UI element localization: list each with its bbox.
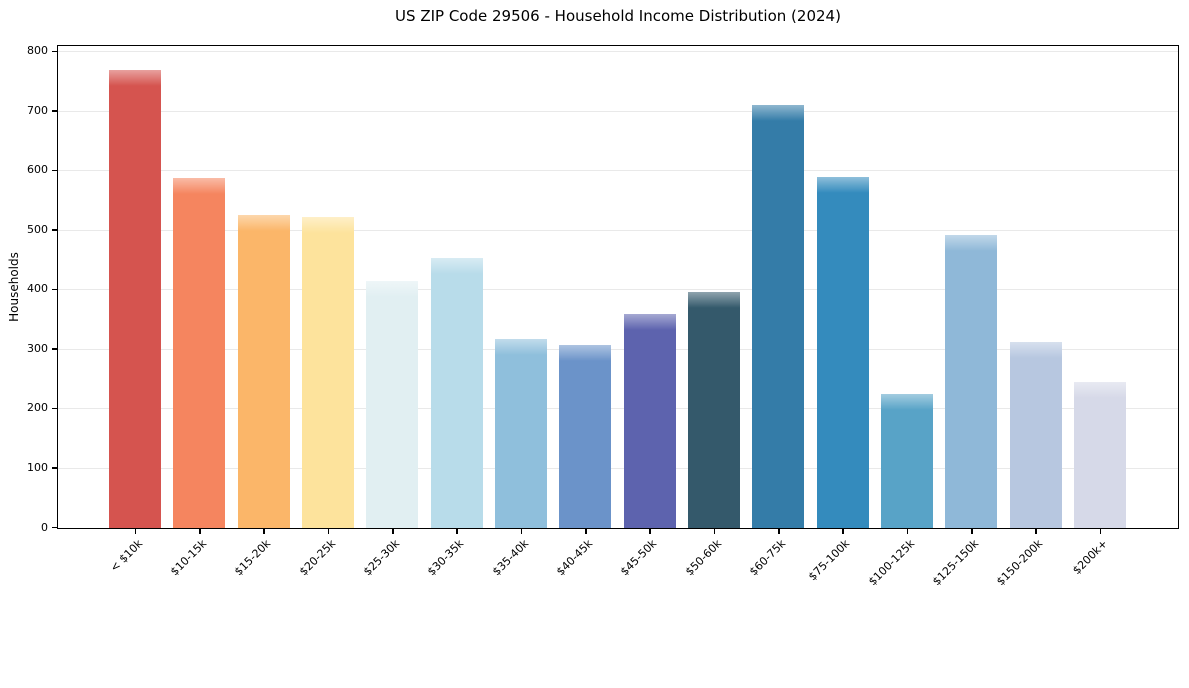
x-tick-mark	[327, 529, 330, 534]
y-tick-label-800: 800	[27, 44, 48, 58]
bar-$125-150k	[945, 235, 998, 528]
x-tick-mark	[971, 529, 973, 534]
x-tick-mark	[585, 529, 587, 534]
x-tick-mark	[713, 529, 716, 534]
y-tick-mark	[52, 407, 57, 410]
x-tick-label-$45-50k: $45-50k	[618, 537, 660, 579]
y-tick-label-200: 200	[27, 401, 48, 415]
y-tick-label-400: 400	[27, 282, 48, 296]
bar-$60-75k	[752, 105, 805, 528]
x-tick-label-$150-200k: $150-200k	[994, 537, 1046, 589]
x-tick-mark	[1035, 529, 1037, 534]
x-tick-mark	[906, 529, 909, 534]
x-tick-mark	[392, 529, 394, 534]
x-tick-mark	[263, 529, 265, 534]
x-tick-mark	[1099, 529, 1102, 534]
y-tick-mark	[52, 229, 57, 231]
gridline-800	[58, 51, 1178, 53]
x-tick-label-$10-15k: $10-15k	[167, 537, 210, 579]
gridline-100	[58, 467, 1178, 469]
bar-$200k+	[1074, 382, 1126, 528]
bar-< $10k	[109, 70, 161, 528]
y-tick-mark	[52, 50, 57, 52]
bar-$40-45k	[559, 345, 612, 528]
y-tick-mark	[52, 526, 57, 529]
chart-title: US ZIP Code 29506 - Household Income Dis…	[395, 7, 841, 25]
bar-$15-20k	[237, 215, 290, 528]
x-tick-label-$60-75k: $60-75k	[746, 537, 789, 579]
y-tick-label-100: 100	[27, 460, 48, 474]
bar-$35-40k	[495, 339, 547, 528]
gridline-400	[58, 289, 1178, 291]
bar-$50-60k	[688, 292, 740, 528]
x-tick-label-$15-20k: $15-20k	[232, 537, 274, 579]
x-tick-label-$40-45k: $40-45k	[553, 537, 596, 579]
x-tick-label-$25-30k: $25-30k	[360, 537, 403, 579]
x-tick-label-$30-35k: $30-35k	[425, 537, 467, 579]
x-tick-label-$50-60k: $50-60k	[682, 537, 724, 579]
gridline-500	[58, 229, 1178, 231]
bar-$75-100k	[816, 177, 869, 528]
x-tick-label-$200k+: $200k+	[1069, 537, 1110, 578]
bar-$25-30k	[366, 281, 419, 528]
y-tick-label-600: 600	[27, 163, 48, 177]
x-tick-mark	[649, 529, 651, 534]
bar-$30-35k	[430, 258, 483, 528]
x-tick-mark	[199, 529, 201, 534]
x-tick-mark	[778, 529, 780, 534]
bar-$10-15k	[173, 178, 226, 528]
gridline-700	[58, 110, 1178, 112]
y-tick-label-0: 0	[41, 520, 48, 534]
x-tick-mark	[456, 529, 458, 534]
bar-$20-25k	[302, 217, 354, 528]
x-tick-mark	[520, 529, 523, 534]
x-tick-label-$35-40k: $35-40k	[489, 537, 531, 579]
y-tick-mark	[52, 467, 57, 469]
x-tick-label-$20-25k: $20-25k	[296, 537, 338, 579]
y-tick-label-700: 700	[27, 103, 48, 117]
y-tick-mark	[52, 169, 57, 172]
x-tick-label-$100-125k: $100-125k	[865, 537, 917, 589]
x-tick-label-$125-150k: $125-150k	[929, 537, 982, 589]
x-tick-label-$75-100k: $75-100k	[806, 537, 853, 584]
gridline-300	[58, 348, 1178, 350]
income-distribution-chart: US ZIP Code 29506 - Household Income Dis…	[7, 7, 1179, 589]
bar-$45-50k	[623, 314, 676, 528]
y-tick-mark	[52, 348, 57, 350]
y-tick-label-300: 300	[27, 341, 48, 355]
bar-$150-200k	[1009, 342, 1062, 528]
bar-$100-125k	[881, 394, 933, 528]
gridline-200	[58, 408, 1178, 410]
y-tick-mark	[52, 288, 57, 291]
x-tick-mark	[134, 529, 137, 534]
y-tick-label-500: 500	[27, 222, 48, 236]
gridline-600	[58, 170, 1178, 172]
y-tick-mark	[52, 110, 57, 112]
plot-area	[57, 45, 1179, 529]
x-tick-mark	[842, 529, 844, 534]
